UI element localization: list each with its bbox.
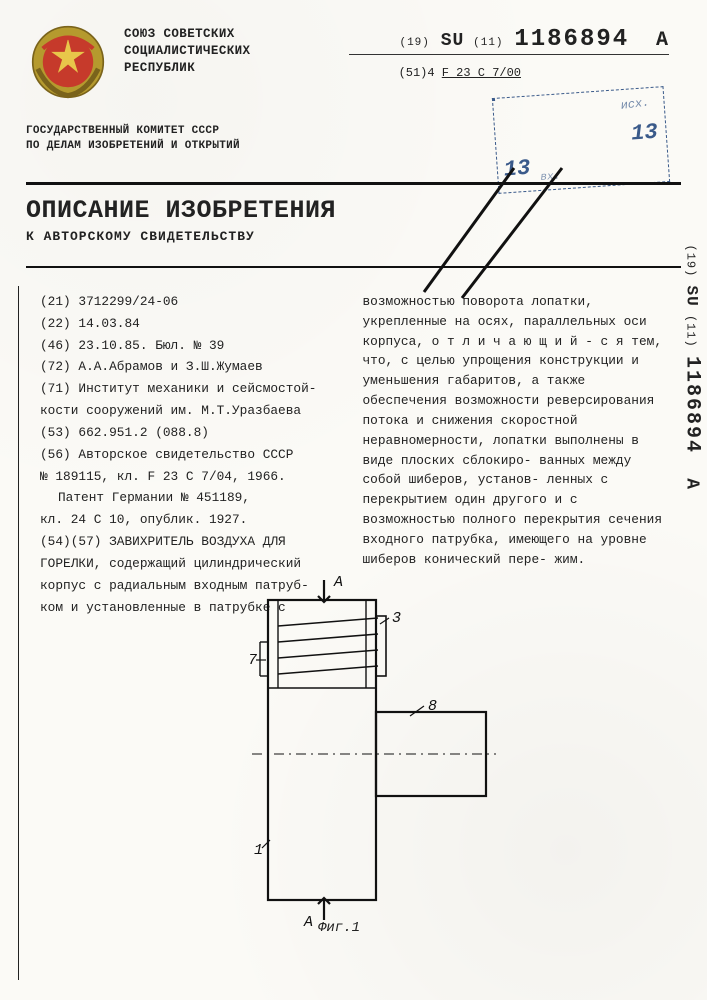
side-prefix-19: (19) [683,245,697,278]
biblio-field: (46) 23.10.85. Бюл. № 39 [40,336,341,356]
biblio-field: Патент Германии № 451189, [40,488,341,508]
side-number: 1186894 [680,356,703,454]
issuer-line: СОЮЗ СОВЕТСКИХ [124,26,250,43]
biblio-field: (53) 662.951.2 (088.8) [40,423,341,443]
committee-name: ГОСУДАРСТВЕННЫЙ КОМИТЕТ СССР ПО ДЕЛАМ ИЗ… [26,124,240,154]
rule-top [26,182,681,185]
pub-number-value: 1186894 [514,26,629,53]
pub-prefix-19: (19) [399,37,429,49]
issuer-name: СОЮЗ СОВЕТСКИХ СОЦИАЛИСТИЧЕСКИХ РЕСПУБЛИ… [124,26,250,77]
stamp-number: 13 [503,156,531,183]
side-kind: A [681,478,701,490]
biblio-field: (21) 3712299/24-06 [40,292,341,312]
page: СОЮЗ СОВЕТСКИХ СОЦИАЛИСТИЧЕСКИХ РЕСПУБЛИ… [0,0,707,1000]
doc-title: ОПИСАНИЕ ИЗОБРЕТЕНИЯ [26,196,336,225]
claim-text: возможностью поворота лопатки, укрепленн… [363,292,664,570]
biblio-field: кости сооружений им. М.Т.Уразбаева [40,401,341,421]
biblio-field: ГОРЕЛКИ, содержащий цилиндрический [40,554,341,574]
committee-line: ГОСУДАРСТВЕННЫЙ КОМИТЕТ СССР [26,124,240,139]
publication-number: (19) SU (11) 1186894 A [399,26,669,53]
ref-label: 1 [254,842,263,859]
side-country: SU [682,286,700,307]
ref-label: 3 [392,610,401,627]
doc-subtitle: К АВТОРСКОМУ СВИДЕТЕЛЬСТВУ [26,229,336,244]
section-mark: A [303,914,313,931]
biblio-field: (72) А.А.Абрамов и З.Ш.Жумаев [40,357,341,377]
ipc-prefix: (51)4 [399,66,435,80]
issuer-line: РЕСПУБЛИК [124,60,250,77]
left-column: (21) 3712299/24-06 (22) 14.03.84 (46) 23… [40,292,341,619]
ussr-emblem-icon [26,20,110,104]
title-block: ОПИСАНИЕ ИЗОБРЕТЕНИЯ К АВТОРСКОМУ СВИДЕТ… [26,196,336,244]
biblio-field: (71) Институт механики и сейсмостой- [40,379,341,399]
pub-kind: A [656,29,669,52]
side-prefix-11: (11) [683,315,697,348]
header: СОЮЗ СОВЕТСКИХ СОЦИАЛИСТИЧЕСКИХ РЕСПУБЛИ… [26,20,681,260]
biblio-field: № 189115, кл. F 23 C 7/04, 1966. [40,467,341,487]
pub-underline [349,54,669,55]
figure-caption: Фиг.1 [318,920,360,936]
rule-mid [26,266,681,268]
biblio-field: кл. 24 С 10, опублик. 1927. [40,510,341,530]
committee-line: ПО ДЕЛАМ ИЗОБРЕТЕНИЙ И ОТКРЫТИЙ [26,139,240,154]
figure-1: A A 3 7 1 8 [196,572,506,932]
pub-country: SU [441,31,465,51]
issuer-line: СОЦИАЛИСТИЧЕСКИХ [124,43,250,60]
right-column: возможностью поворота лопатки, укрепленн… [363,292,664,619]
section-mark: A [333,574,343,591]
stamp-number: 13 [630,120,658,147]
biblio-field: (22) 14.03.84 [40,314,341,334]
biblio-field: (56) Авторское свидетельство СССР [40,445,341,465]
ipc-code: (51)4 F 23 C 7/00 [399,66,521,80]
ref-label: 8 [428,698,437,715]
ref-label: 7 [248,652,257,669]
body-columns: (21) 3712299/24-06 (22) 14.03.84 (46) 23… [40,292,663,619]
left-margin-rule [18,286,19,980]
biblio-field: (54)(57) ЗАВИХРИТЕЛЬ ВОЗДУХА ДЛЯ [40,532,341,552]
pub-prefix-11: (11) [473,37,503,49]
received-stamp: исх. 13 13 вх. [492,86,670,194]
stamp-scribble: исх. [620,95,650,112]
side-publication-number: (19) SU (11) 1186894 A [680,245,703,490]
ipc-value: F 23 C 7/00 [442,66,521,80]
